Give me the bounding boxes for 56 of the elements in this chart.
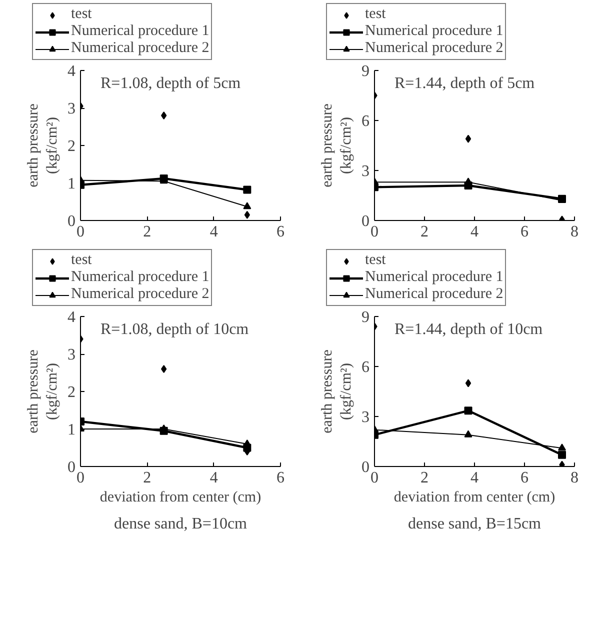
legend-label: Numerical procedure 2: [365, 286, 504, 303]
y-axis-title: earth pressure (kgf/cm²): [319, 103, 354, 188]
y-tick-label: 0: [362, 459, 370, 476]
text: dense sand, B=15cm: [408, 516, 542, 532]
y-tick-label: 9: [362, 63, 370, 80]
y-axis-title: earth pressure (kgf/cm²): [319, 349, 354, 434]
annotation: R=1.08, depth of 5cm: [100, 75, 242, 92]
x-tick-label: 4: [210, 224, 218, 240]
y-tick-label: 4: [68, 63, 76, 80]
x-tick-label: 6: [520, 224, 528, 240]
legend-label: Numerical procedure 2: [71, 40, 210, 57]
y-tick-label: 0: [68, 459, 76, 476]
x-tick-label: 6: [276, 224, 284, 240]
x-tick-label: 6: [520, 470, 528, 486]
x-tick-label: 8: [570, 224, 578, 240]
x-tick-label: 6: [276, 470, 284, 486]
x-tick-label: 2: [143, 224, 152, 240]
x-tick-label: 2: [420, 224, 428, 240]
x-tick-label: 4: [470, 470, 478, 486]
y-axis-title: earth pressure (kgf/cm²): [25, 103, 60, 188]
x-tick-label: 8: [570, 470, 578, 486]
legend-label: Numerical procedure 1: [365, 23, 504, 40]
legend-label: Numerical procedure 1: [71, 23, 210, 40]
annotation: R=1.44, depth of 10cm: [394, 321, 544, 338]
y-tick-label: 6: [362, 113, 370, 130]
x-tick-label: 4: [210, 470, 218, 486]
legend-label: test: [365, 6, 386, 23]
legend-label: test: [71, 252, 92, 269]
y-tick-label: 3: [68, 346, 76, 364]
legend-label: test: [71, 6, 92, 23]
text: dense sand, B=10cm: [114, 516, 248, 532]
x-axis-title: deviation from center (cm): [100, 490, 262, 506]
y-tick-label: 2: [68, 138, 76, 155]
legend-label: Numerical procedure 2: [365, 40, 504, 57]
y-tick-label: 3: [68, 100, 76, 118]
y-tick-label: 0: [362, 213, 370, 230]
legend-label: Numerical procedure 1: [71, 269, 210, 286]
annotation: R=1.44, depth of 5cm: [394, 75, 536, 92]
y-tick-label: 2: [68, 384, 76, 401]
y-tick-label: 6: [362, 359, 370, 376]
y-tick-label: 1: [68, 422, 76, 438]
x-tick-label: 4: [470, 224, 478, 240]
x-tick-label: 2: [420, 470, 428, 486]
y-axis-title: earth pressure (kgf/cm²): [25, 349, 60, 434]
legend-label: Numerical procedure 1: [365, 269, 504, 286]
y-tick-label: 3: [362, 409, 370, 426]
legend-label: Numerical procedure 2: [71, 286, 210, 303]
y-tick-label: 1: [68, 176, 76, 192]
y-tick-label: 4: [68, 309, 76, 326]
legend-label: test: [365, 252, 386, 269]
x-tick-label: 2: [143, 470, 152, 486]
annotation: R=1.08, depth of 10cm: [100, 321, 250, 338]
y-tick-label: 0: [68, 213, 76, 230]
y-tick-label: 3: [362, 163, 370, 180]
x-axis-title: deviation from center (cm): [394, 490, 556, 506]
y-tick-label: 9: [362, 309, 370, 326]
